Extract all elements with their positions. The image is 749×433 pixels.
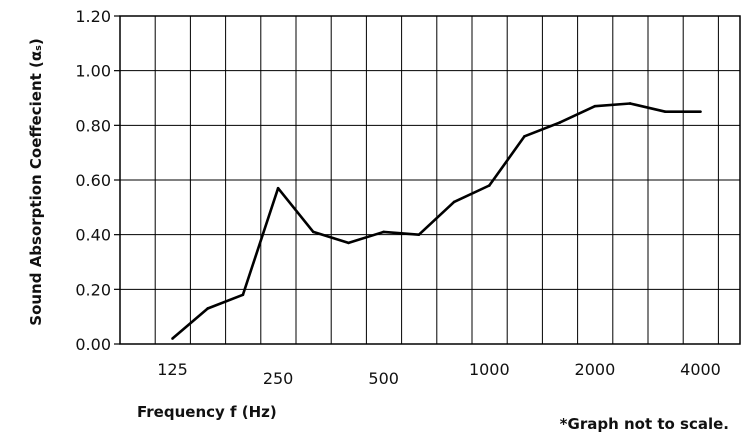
y-tick-label: 0.40: [75, 226, 111, 245]
data-point: [241, 293, 245, 297]
data-point: [699, 110, 702, 113]
y-axis-label: Sound Absorption Coeffecient (αₛ): [27, 38, 45, 325]
x-tick-label: 4000: [680, 360, 721, 379]
y-tick-label: 0.20: [75, 280, 111, 299]
data-point: [347, 241, 350, 245]
x-tick-label: 2000: [575, 360, 616, 379]
data-point: [276, 186, 280, 190]
x-tick-label: 250: [263, 369, 294, 388]
x-tick-label: 1000: [469, 360, 510, 379]
x-tick-label: 125: [157, 360, 188, 379]
data-point: [664, 110, 667, 113]
data-point: [523, 134, 526, 138]
x-axis-ticks: 125 250 500 1000 2000 4000: [157, 360, 721, 388]
data-point: [628, 102, 632, 105]
grid: [120, 16, 740, 344]
data-point: [312, 230, 315, 234]
data-point: [452, 200, 456, 204]
y-tick-label: 0.60: [75, 171, 111, 190]
data-point: [206, 307, 209, 310]
y-tick-label: 1.20: [75, 7, 111, 26]
data-point: [417, 233, 421, 236]
y-tick-label: 0.00: [75, 335, 111, 354]
data-point: [488, 184, 491, 187]
data-point: [171, 337, 174, 340]
y-axis-ticks: 0.00 0.20 0.40 0.60 0.80 1.00 1.20: [75, 7, 120, 354]
data-point: [593, 104, 597, 108]
x-tick-label: 500: [368, 369, 399, 388]
x-axis-label: Frequency f (Hz): [137, 403, 277, 421]
y-tick-label: 1.00: [75, 62, 111, 81]
scale-note: *Graph not to scale.: [560, 415, 729, 433]
series-line: [171, 102, 701, 340]
data-point: [382, 230, 386, 234]
series-layer: [171, 102, 702, 340]
data-point: [558, 121, 561, 124]
y-tick-label: 0.80: [75, 116, 111, 135]
